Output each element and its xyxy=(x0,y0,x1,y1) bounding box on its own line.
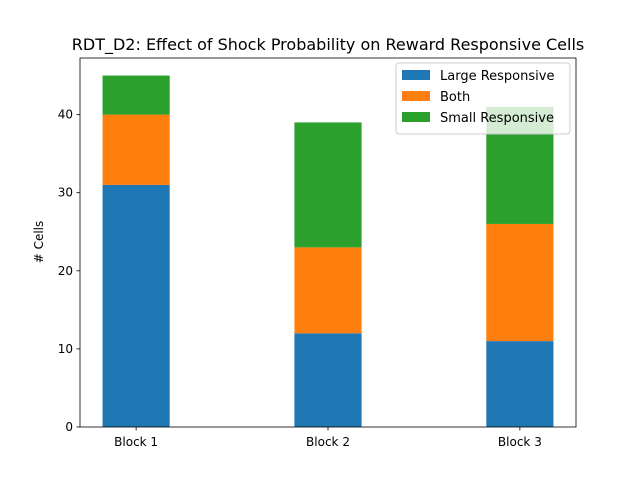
legend-label-3: Small Responsive xyxy=(440,111,554,126)
x-tick-label-2: Block 3 xyxy=(498,435,542,449)
legend-label-2: Both xyxy=(440,90,470,105)
bar-3-series-1 xyxy=(486,341,554,427)
bar-1-series-3 xyxy=(102,75,170,115)
y-tick-label-1: 10 xyxy=(58,342,73,356)
x-tick-label-1: Block 2 xyxy=(306,435,350,449)
legend-swatch-2 xyxy=(402,91,430,101)
y-axis-label: # Cells xyxy=(32,221,46,264)
bar-2-series-3 xyxy=(294,122,362,248)
bar-1-series-1 xyxy=(102,184,170,427)
y-tick-label-4: 40 xyxy=(58,108,73,122)
legend: Large Responsive Both Small Responsive xyxy=(395,62,571,135)
y-tick-label-3: 30 xyxy=(58,186,73,200)
y-tick-label-0: 0 xyxy=(65,420,73,434)
legend-swatch-1 xyxy=(402,70,430,80)
y-tick-label-2: 20 xyxy=(58,264,73,278)
bar-2-series-2 xyxy=(294,247,362,334)
bar-3-series-2 xyxy=(486,223,554,342)
legend-box xyxy=(395,62,571,135)
legend-swatch-3 xyxy=(402,112,430,122)
legend-label-1: Large Responsive xyxy=(440,69,554,84)
chart-title: RDT_D2: Effect of Shock Probability on R… xyxy=(72,35,585,55)
x-tick-label-0: Block 1 xyxy=(114,435,158,449)
plot-area: 0 10 20 30 40 Block 1 Block 2 Block 3 xyxy=(58,57,577,449)
bar-1-series-2 xyxy=(102,114,170,185)
bar-2-series-1 xyxy=(294,333,362,427)
